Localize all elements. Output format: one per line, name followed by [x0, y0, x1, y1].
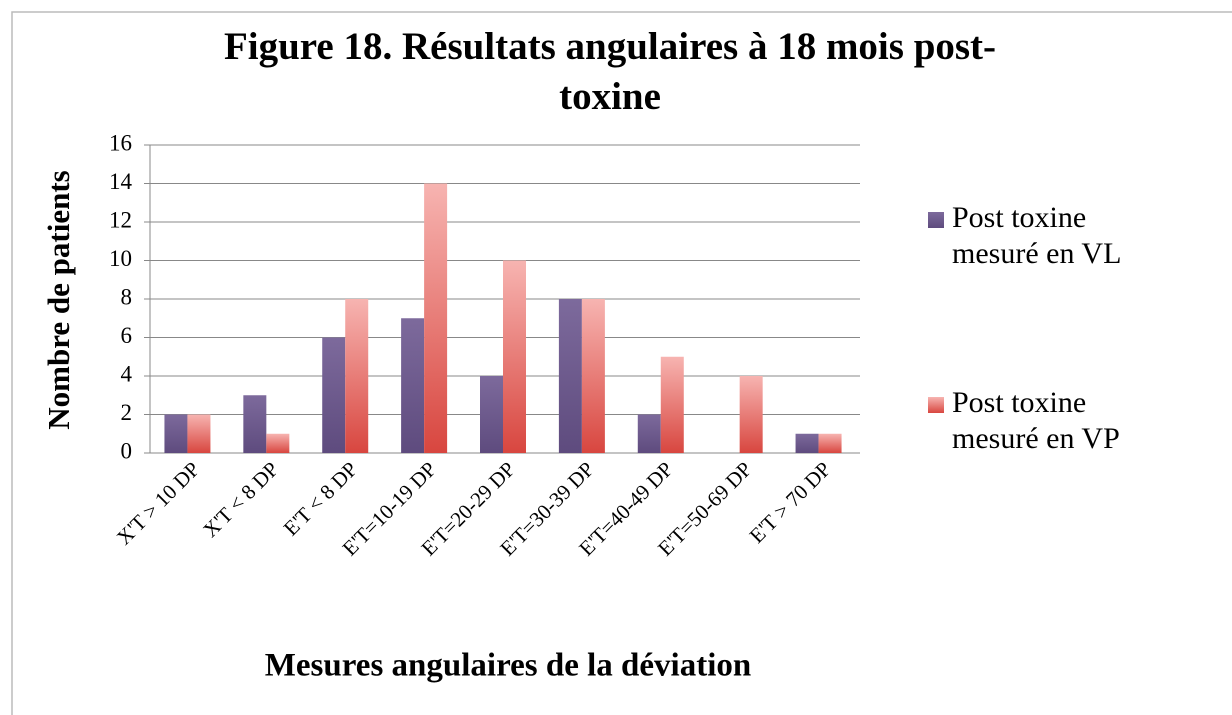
y-tick-label: 12 [109, 207, 132, 232]
legend-swatch [928, 212, 944, 228]
legend-item: Post toxine mesuré en VP [928, 385, 1168, 457]
y-tick-label: 8 [121, 284, 133, 309]
y-tick-label: 14 [109, 169, 133, 194]
bar [480, 376, 503, 453]
x-tick-label: X'T < 8 DP [198, 457, 283, 542]
y-tick-label: 0 [121, 438, 133, 463]
bar [187, 414, 211, 453]
legend-label: Post toxine mesuré en VP [952, 386, 1120, 455]
y-tick-label: 10 [109, 246, 132, 271]
bar [558, 299, 582, 453]
legend-item: Post toxine mesuré en VL [928, 200, 1168, 272]
bar [581, 299, 605, 453]
y-tick-label: 6 [121, 323, 133, 348]
legend-swatch [928, 397, 944, 413]
bar [266, 433, 290, 453]
bar [243, 395, 267, 453]
bar [660, 356, 684, 453]
bar [424, 183, 448, 453]
x-axis-title: Mesures angulaires de la déviation [265, 648, 751, 684]
chart-title: Figure 18. Résultats angulaires à 18 moi… [223, 25, 997, 118]
y-tick-label: 4 [121, 361, 133, 386]
bar [345, 299, 369, 453]
x-tick-label: E'T < 8 DP [279, 457, 362, 540]
bar [164, 414, 188, 453]
bar [322, 337, 346, 453]
bar [637, 414, 661, 453]
y-tick-label: 16 [109, 130, 132, 155]
bar [795, 433, 819, 453]
y-tick-label: 2 [121, 400, 133, 425]
legend-label: Post toxine mesuré en VL [952, 201, 1122, 270]
bar [818, 433, 842, 453]
y-axis-title: Nombre de patients [41, 170, 76, 429]
bar [401, 318, 425, 453]
bar [503, 260, 526, 453]
x-tick-label: X'T > 10 DP [112, 457, 205, 550]
x-tick-label: E'T > 70 DP [745, 457, 836, 548]
frame [11, 11, 1232, 715]
bar [739, 376, 763, 453]
